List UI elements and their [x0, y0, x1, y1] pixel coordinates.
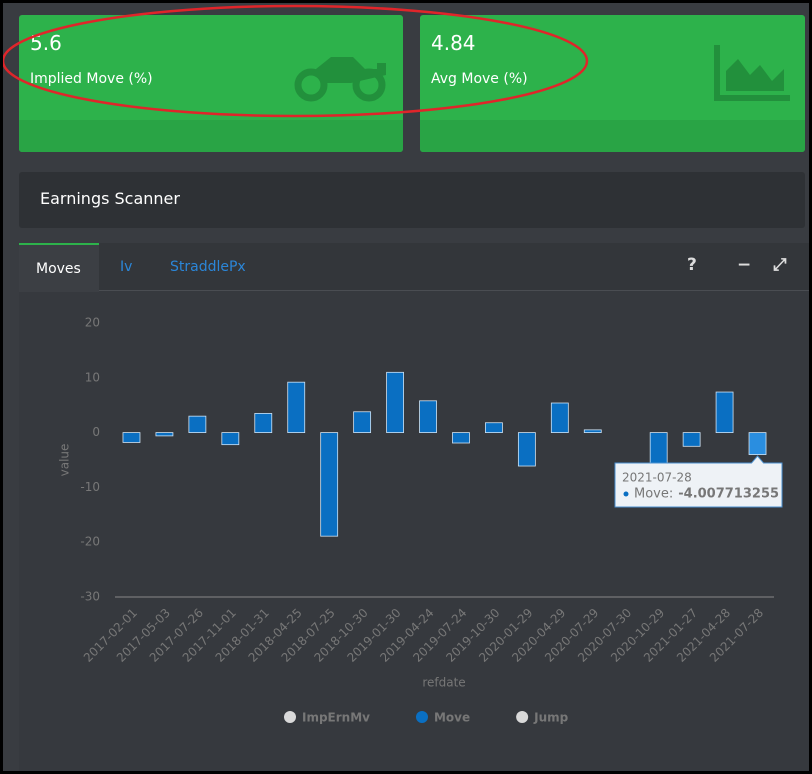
tab[interactable]: Iv [120, 259, 133, 275]
bar [287, 381, 306, 433]
bar [550, 402, 569, 433]
bar [682, 432, 701, 447]
bar [221, 432, 240, 446]
panel-header: Earnings Scanner [19, 172, 805, 228]
annotation [3, 4, 589, 118]
tooltip: 2021-07-28 Move: -4.007713255 [614, 455, 783, 508]
bar [419, 400, 437, 434]
card-label: Avg Move (%) [431, 71, 528, 87]
x-axis-label: refdate [422, 676, 465, 690]
bar [386, 371, 404, 434]
legend-marker [516, 711, 529, 723]
tab-bar: Moves Iv StraddlePx ? − ⤢ [19, 243, 809, 292]
card-strip [19, 120, 403, 152]
tooltip-value: -4.007713255 [678, 487, 779, 502]
tooltip-box [614, 455, 783, 508]
tab[interactable]: StraddlePx [170, 259, 246, 275]
bar [188, 415, 207, 434]
bar [485, 422, 503, 433]
bar [748, 432, 767, 455]
dashboard: 5.6 Implied Move (%) 4.84 Avg Move (%) E… [3, 3, 809, 771]
tooltip-label: Move: [634, 487, 673, 502]
chart-panel: Moves Iv StraddlePx ? − ⤢ -30 -20 -10 0 10 20… [19, 243, 809, 771]
legend-marker [415, 711, 428, 723]
y-tick-label: 0 [92, 425, 100, 439]
y-tick-label: 20 [85, 316, 100, 330]
bar [452, 432, 470, 444]
tooltip-title: 2021-07-28 [622, 471, 692, 485]
y-tick-label: -10 [80, 480, 100, 494]
tooltip-dot [623, 491, 629, 497]
expand-button[interactable]: ⤢ [773, 255, 787, 275]
bar [353, 411, 372, 434]
panel-title: Earnings Scanner [40, 189, 180, 208]
bar [583, 429, 602, 433]
bar [155, 432, 174, 437]
tab-label[interactable]: Moves [36, 261, 81, 277]
bar [122, 432, 141, 443]
bar [254, 413, 273, 434]
y-axis-label: value [58, 444, 72, 477]
y-tick-label: -20 [80, 535, 100, 549]
card-strip [420, 120, 805, 152]
bar [320, 432, 339, 537]
y-tick-label: 10 [85, 370, 100, 384]
legend-label: ImpErnMv [302, 711, 370, 725]
area-chart-icon [714, 45, 790, 101]
legend-label: Jump [533, 711, 569, 725]
stat-card: 5.6 Implied Move (%) [19, 15, 403, 152]
bar [517, 432, 536, 467]
red-circle [3, 4, 589, 118]
tab[interactable]: Moves [19, 243, 99, 292]
card-value: 4.84 [431, 31, 476, 55]
bar [715, 391, 734, 434]
legend-label: Move [434, 711, 470, 725]
help-button[interactable]: ? [687, 255, 697, 275]
chart: -30-20-1001020valuerefdate2017-02-012017… [58, 316, 783, 725]
stat-card: 4.84 Avg Move (%) [420, 15, 805, 152]
motorcycle-icon [294, 57, 386, 102]
minimize-button[interactable]: − [737, 255, 752, 275]
card-label: Implied Move (%) [30, 71, 153, 87]
y-tick-label: -30 [80, 590, 100, 604]
legend-marker [284, 711, 296, 723]
